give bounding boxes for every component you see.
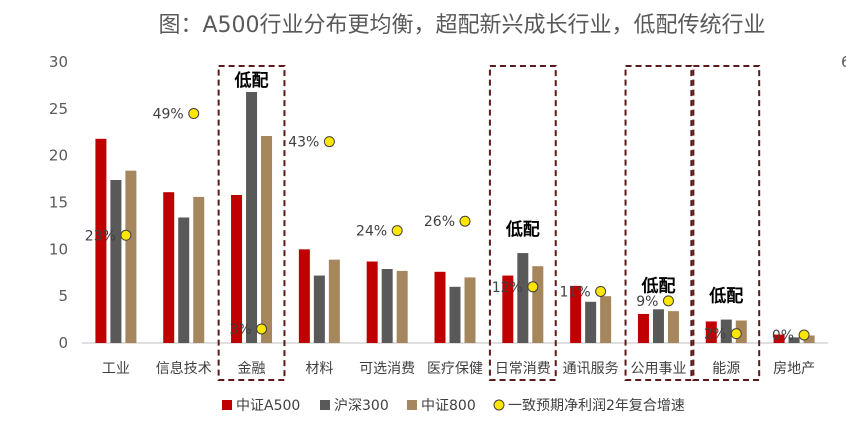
growth-label: 3% xyxy=(229,322,251,338)
bar xyxy=(231,195,243,343)
legend-dot xyxy=(493,399,505,411)
growth-dot xyxy=(323,136,335,148)
growth-label: 0% xyxy=(772,328,794,344)
bar xyxy=(773,334,785,343)
y-tick-label: 25 xyxy=(49,100,68,118)
bar xyxy=(381,269,393,343)
growth-label: 12% xyxy=(492,280,523,296)
growth-dot xyxy=(527,281,539,293)
legend: 中证A500 沪深300 中证800 一致预期净利润2年复合增速 xyxy=(222,397,685,414)
growth-label: 24% xyxy=(356,224,387,240)
bar xyxy=(585,301,597,343)
y-tick-label: 5 xyxy=(58,287,68,305)
bar xyxy=(434,271,446,343)
bar xyxy=(110,180,122,343)
growth-dot xyxy=(256,323,268,335)
bar xyxy=(667,311,679,343)
highlight-box xyxy=(692,65,761,381)
legend-label: 中证800 xyxy=(421,398,476,414)
x-category-label: 医疗保健 xyxy=(427,361,483,377)
bar xyxy=(788,337,800,343)
x-category-label: 材料 xyxy=(305,361,333,377)
growth-dot xyxy=(662,295,674,307)
growth-label: 11% xyxy=(560,284,591,300)
growth-dot xyxy=(188,108,200,120)
legend-swatch xyxy=(320,400,330,410)
highlight-box xyxy=(488,65,557,381)
highlight-box-label: 低配 xyxy=(234,70,269,91)
growth-dot xyxy=(730,328,742,340)
bar xyxy=(517,253,529,343)
x-category-label: 房地产 xyxy=(773,361,815,377)
y-tick-label: 10 xyxy=(49,240,68,258)
growth-dot xyxy=(595,285,607,297)
bar xyxy=(637,313,649,343)
legend-label: 中证A500 xyxy=(236,398,300,414)
bar xyxy=(95,138,107,343)
bar xyxy=(600,296,612,343)
x-category-label: 公用事业 xyxy=(630,361,686,377)
bar xyxy=(366,261,378,343)
y-tick-label: 0 xyxy=(58,334,68,352)
bar xyxy=(720,319,732,343)
growth-dot xyxy=(120,229,132,241)
bar xyxy=(261,135,273,343)
x-category-label: 通讯服务 xyxy=(563,361,619,377)
bar xyxy=(178,217,190,343)
bar xyxy=(464,277,476,343)
y-tick-label: 20 xyxy=(49,147,68,165)
y-tick-label: 30 xyxy=(49,53,68,71)
bar xyxy=(193,196,205,343)
bar xyxy=(803,335,815,343)
bar xyxy=(125,170,137,343)
highlight-box xyxy=(624,65,693,381)
highlight-box xyxy=(217,65,286,381)
growth-label: 43% xyxy=(288,135,319,151)
y2-tick-label: 6 xyxy=(841,53,846,71)
highlight-box-label: 低配 xyxy=(640,275,675,296)
x-category-label: 金融 xyxy=(238,361,266,377)
axis-layer: 0 5 10 15 20 25 30 6 工业 信息技术 金融 材料 可选消费 医疗保健 日常消费 通讯服务公… xyxy=(49,53,846,377)
growth-dot xyxy=(459,215,471,227)
bar xyxy=(449,286,461,343)
growth-dot xyxy=(798,329,810,341)
x-category-label: 能源 xyxy=(712,361,740,377)
bar xyxy=(313,275,325,343)
bar xyxy=(246,91,258,344)
growth-label: 9% xyxy=(636,294,658,310)
highlight-box-label: 低配 xyxy=(505,219,540,240)
y-tick-label: 15 xyxy=(49,194,68,212)
bar xyxy=(502,275,514,343)
highlight-box-label: 低配 xyxy=(708,286,743,307)
x-category-label: 工业 xyxy=(102,361,130,377)
bar xyxy=(328,259,340,343)
x-category-label: 信息技术 xyxy=(156,360,212,377)
legend-label: 一致预期净利润2年复合增速 xyxy=(508,397,685,414)
growth-dot xyxy=(391,225,403,237)
bar xyxy=(163,192,175,343)
x-category-label: 可选消费 xyxy=(359,361,415,377)
legend-label: 沪深300 xyxy=(334,398,389,414)
growth-label: 49% xyxy=(153,107,184,123)
growth-label: 26% xyxy=(424,214,455,230)
bar xyxy=(298,249,310,343)
bar xyxy=(705,321,717,343)
bar xyxy=(532,266,544,343)
bar-layer xyxy=(95,91,815,344)
bar xyxy=(396,270,408,343)
growth-dot-layer: 23% 49% 3% 43% 24% 26% 12% 11% 9% 2% 0% xyxy=(85,107,810,344)
chart-title: 图：A500行业分布更均衡，超配新兴成长行业，低配传统行业 xyxy=(158,13,765,38)
bar xyxy=(652,309,664,343)
legend-swatch xyxy=(222,400,232,410)
x-category-label: 日常消费 xyxy=(495,361,551,377)
bar xyxy=(570,285,582,343)
growth-label: 23% xyxy=(85,228,116,244)
legend-swatch xyxy=(407,400,417,410)
growth-label: 2% xyxy=(704,327,726,343)
